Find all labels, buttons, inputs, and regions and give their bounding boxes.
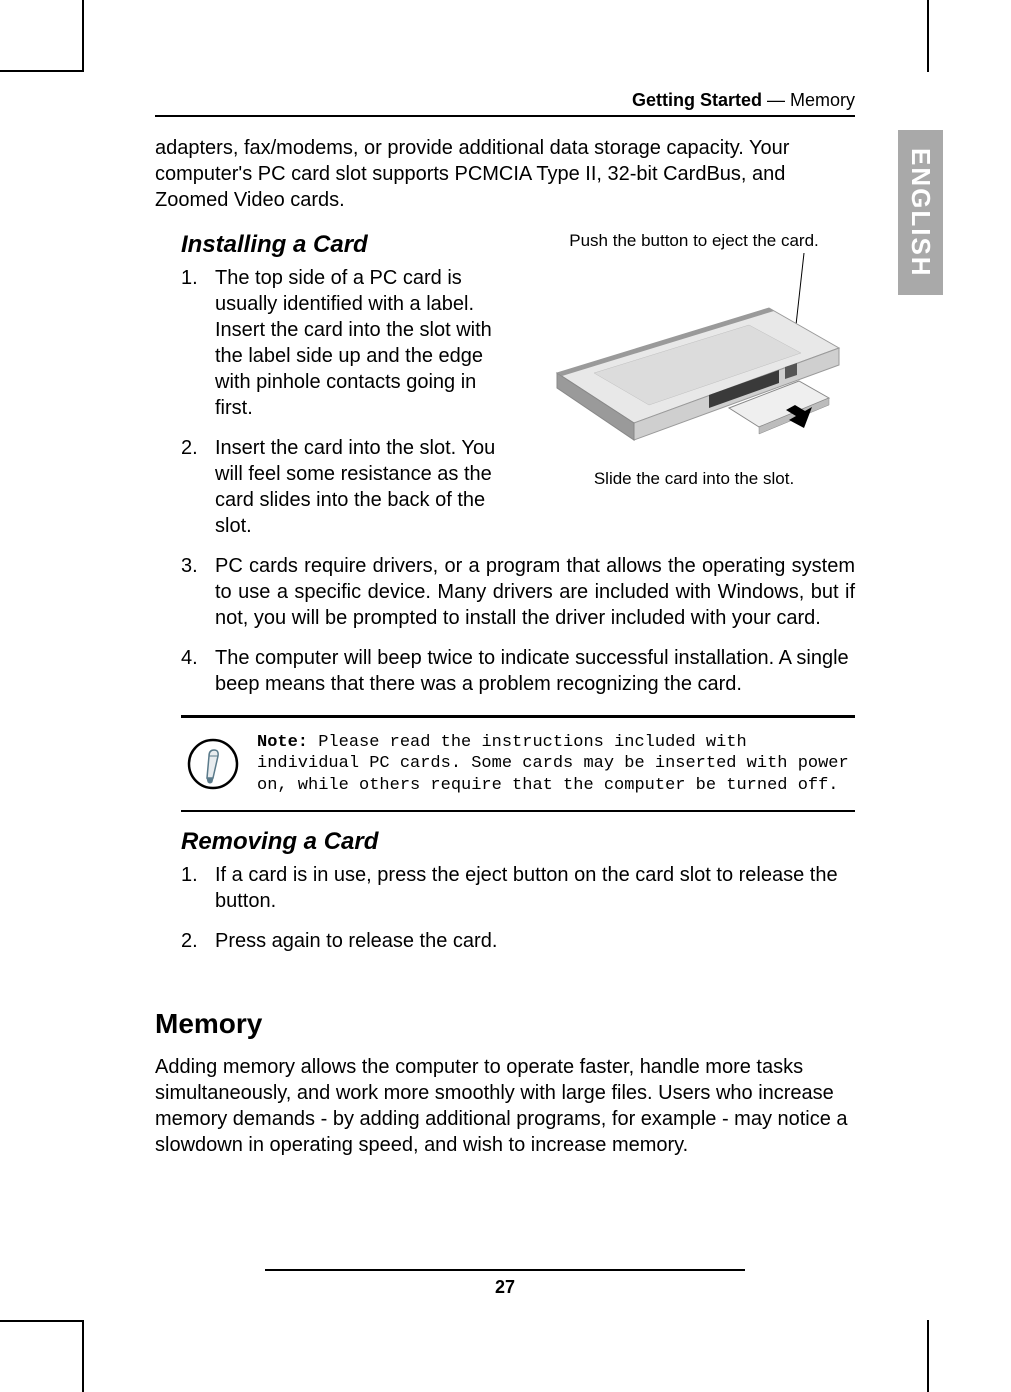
header-topic: Memory [790,90,855,110]
page-content: Getting Started — Memory adapters, fax/m… [155,90,855,1176]
note-label: Note: [257,733,308,752]
header-sep: — [762,90,790,110]
list-item: 1.The top side of a PC card is usually i… [181,265,511,421]
list-item: 4.The computer will beep twice to indica… [181,645,855,697]
header-section: Getting Started [632,90,762,110]
list-number: 2. [181,928,215,954]
note-body: Please read the instructions included wi… [257,733,849,795]
intro-paragraph: adapters, fax/modems, or provide additio… [155,135,855,213]
installing-list-continued: 3.PC cards require drivers, or a program… [181,553,855,697]
installing-list: 1.The top side of a PC card is usually i… [181,265,511,539]
list-text: The computer will beep twice to indicate… [215,645,855,697]
installing-section: Installing a Card 1.The top side of a PC… [181,231,855,697]
installing-heading: Installing a Card [181,231,511,259]
list-number: 3. [181,553,215,631]
list-item: 3.PC cards require drivers, or a program… [181,553,855,631]
list-item: 2.Insert the card into the slot. You wil… [181,435,511,539]
list-number: 1. [181,265,215,421]
list-text: PC cards require drivers, or a program t… [215,553,855,631]
crop-mark [82,0,84,72]
removing-heading: Removing a Card [181,828,855,856]
laptop-illustration [539,253,849,463]
crop-mark [82,1320,84,1392]
crop-mark [927,1320,929,1392]
page-number: 27 [155,1277,855,1298]
list-number: 1. [181,862,215,914]
page-footer: 27 [155,1269,855,1298]
crop-mark [0,1320,84,1322]
laptop-figure: Push the button to eject the card. [533,231,855,489]
list-text: If a card is in use, press the eject but… [215,862,855,914]
note-text: Note: Please read the instructions inclu… [257,732,849,796]
list-text: Insert the card into the slot. You will … [215,435,511,539]
figure-caption-top: Push the button to eject the card. [533,231,855,251]
language-tab: ENGLISH [898,130,943,295]
running-header: Getting Started — Memory [155,90,855,117]
list-text: Press again to release the card. [215,928,855,954]
figure-caption-bottom: Slide the card into the slot. [533,469,855,489]
note-icon [187,738,239,790]
note-box: Note: Please read the instructions inclu… [181,715,855,812]
memory-heading: Memory [155,1008,855,1040]
list-number: 4. [181,645,215,697]
removing-list: 1.If a card is in use, press the eject b… [181,862,855,954]
list-item: 1.If a card is in use, press the eject b… [181,862,855,914]
language-tab-label: ENGLISH [905,148,936,278]
removing-section: Removing a Card 1.If a card is in use, p… [181,828,855,954]
list-item: 2.Press again to release the card. [181,928,855,954]
memory-paragraph: Adding memory allows the computer to ope… [155,1054,855,1158]
list-text: The top side of a PC card is usually ide… [215,265,511,421]
list-number: 2. [181,435,215,539]
crop-mark [927,0,929,72]
footer-rule [265,1269,745,1271]
crop-mark [0,70,84,72]
